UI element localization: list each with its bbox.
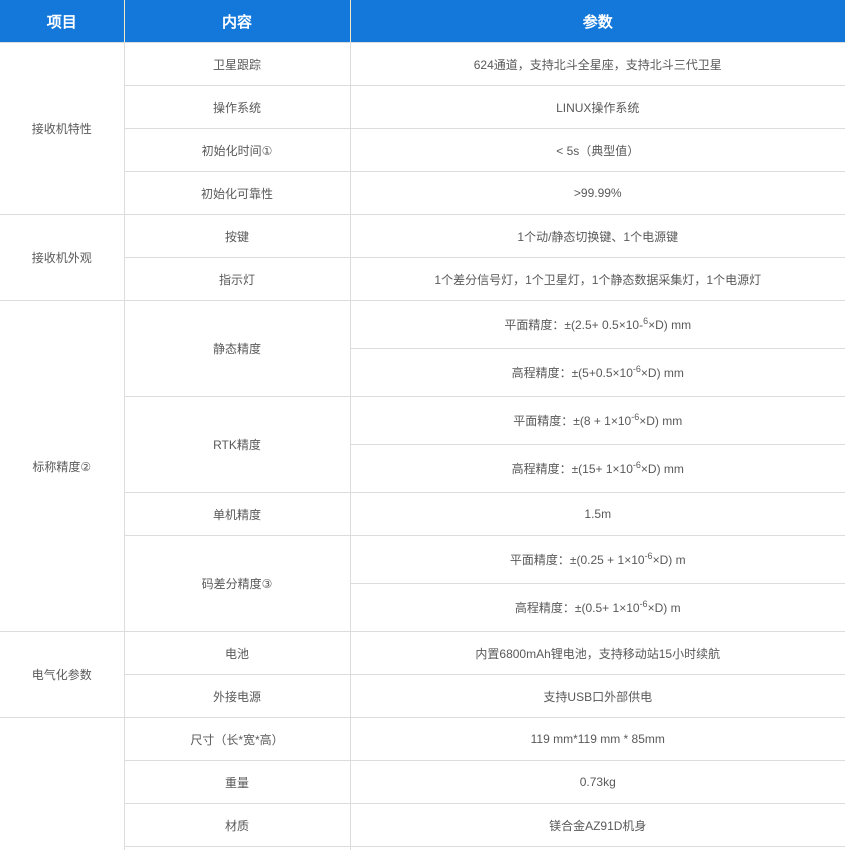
content-cell: 尺寸（长*宽*高） [123,717,351,761]
param-cell: LINUX操作系统 [349,85,845,129]
item-cell [0,717,125,850]
param-cell: 1个差分信号灯，1个卫星灯，1个静态数据采集灯，1个电源灯 [349,257,845,301]
table-row: 码差分精度③ 平面精度：±(0.25 + 1×10-6×D) m [0,535,845,632]
table-row: 接收机特性 卫星跟踪 624通道，支持北斗全星座，支持北斗三代卫星 [0,42,845,215]
header-row: 项目 内容 参数 [0,0,845,43]
table-row: 材质 镁合金AZ91D机身 [0,803,845,847]
table-row: 高程精度：±(5+0.5×10-6×D) mm [0,348,845,397]
param-cell: 119 mm*119 mm * 85mm [349,717,845,761]
col-header-item: 项目 [0,0,124,43]
param-superscript: -6 [631,412,640,422]
param-cell [349,846,845,850]
param-text: 平面精度：±(2.5+ 0.5×10- [504,318,644,332]
param-text: ×D) mm [648,318,692,332]
table-row: 高程精度：±(15+ 1×10-6×D) mm [0,444,845,493]
table-row: 重量 0.73kg [0,760,845,804]
param-cell: 平面精度：±(0.25 + 1×10-6×D) m [349,535,845,584]
table-row: RTK精度 平面精度：±(8 + 1×10-6×D) mm [0,396,845,493]
param-cell: 支持USB口外部供电 [349,674,845,718]
param-text: ×D) m [647,601,681,615]
table-row: 操作系统 LINUX操作系统 [0,85,845,129]
content-cell: 卫星跟踪 [123,42,351,86]
content-cell: 码差分精度③ [124,535,351,632]
content-cell: 初始化可靠性 [124,171,351,215]
item-cell: 电气化参数 [0,631,125,718]
item-cell: 接收机特性 [0,42,125,215]
table-row: 单机精度 1.5m [0,492,845,536]
param-superscript: -6 [632,460,641,470]
param-cell: 高程精度：±(15+ 1×10-6×D) mm [350,444,845,493]
spec-table-body: 接收机特性 卫星跟踪 624通道，支持北斗全星座，支持北斗三代卫星 操作系统 LINUX… [0,42,845,850]
param-text: 平面精度：±(8 + 1×10 [513,414,632,428]
param-text: 平面精度：±(0.25 + 1×10 [509,553,645,567]
content-cell: RTK精度 [124,396,351,493]
table-row: 标称精度② 静态精度 平面精度：±(2.5+ 0.5×10-6×D) mm [0,300,845,632]
param-cell: < 5s（典型值） [349,128,845,172]
table-row: 接收机外观 按键 1个动/静态切换键、1个电源键 [0,214,845,301]
content-cell: 操作系统 [124,85,351,129]
content-cell [124,846,351,850]
param-cell: 内置6800mAh锂电池，支持移动站15小时续航 [349,631,845,675]
param-cell: 平面精度：±(8 + 1×10-6×D) mm [349,396,845,445]
param-superscript: -6 [632,364,641,374]
content-cell: 重量 [124,760,351,804]
param-superscript: 6 [643,316,649,326]
param-cell: 1个动/静态切换键、1个电源键 [349,214,845,258]
col-header-content: 内容 [123,0,350,43]
param-cell: 平面精度：±(2.5+ 0.5×10-6×D) mm [349,300,845,349]
param-cell: 高程精度：±(5+0.5×10-6×D) mm [350,348,845,397]
param-text: ×D) m [652,553,686,567]
col-header-param: 参数 [349,0,845,43]
item-cell: 接收机外观 [0,214,125,301]
table-row: 高程精度：±(0.5+ 1×10-6×D) m [0,583,845,632]
content-cell: 按键 [123,214,351,258]
content-cell: 材质 [124,803,351,847]
content-cell: 电池 [123,631,351,675]
table-row: 初始化可靠性 >99.99% [0,171,845,215]
table-row: 尺寸（长*宽*高） 119 mm*119 mm * 85mm [0,717,845,850]
table-row: 指示灯 1个差分信号灯，1个卫星灯，1个静态数据采集灯，1个电源灯 [0,257,845,301]
param-text: 高程精度：±(5+0.5×10 [511,366,633,380]
content-cell: 初始化时间① [124,128,351,172]
param-cell: 0.73kg [349,760,845,804]
param-text: 高程精度：±(15+ 1×10 [511,462,633,476]
content-cell: 静态精度 [123,300,351,397]
param-cell: 1.5m [349,492,845,536]
table-row [0,846,845,850]
table-row: 外接电源 支持USB口外部供电 [0,674,845,718]
table-row: 初始化时间① < 5s（典型值） [0,128,845,172]
param-cell: >99.99% [349,171,845,215]
content-cell: 指示灯 [124,257,351,301]
content-cell: 外接电源 [124,674,351,718]
param-text: ×D) mm [639,414,683,428]
param-text: 高程精度：±(0.5+ 1×10 [514,601,640,615]
param-cell: 镁合金AZ91D机身 [349,803,845,847]
param-text: ×D) mm [640,462,684,476]
item-cell: 标称精度② [0,300,125,632]
param-superscript: -6 [644,551,653,561]
param-cell: 624通道，支持北斗全星座，支持北斗三代卫星 [349,42,845,86]
table-row: 电气化参数 电池 内置6800mAh锂电池，支持移动站15小时续航 [0,631,845,718]
content-cell: 单机精度 [124,492,351,536]
param-text: ×D) mm [640,366,684,380]
param-superscript: -6 [639,599,648,609]
param-cell: 高程精度：±(0.5+ 1×10-6×D) m [350,583,845,632]
